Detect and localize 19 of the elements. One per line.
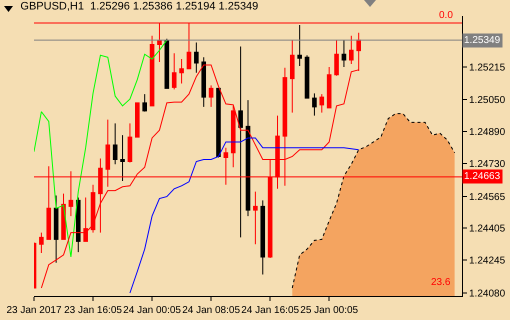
chart-title: GBPUSD,H1 1.25296 1.25386 1.25194 1.25349 xyxy=(20,0,258,12)
x-tick-label: 25 Jan 00:05 xyxy=(300,305,359,316)
x-tick-label: 24 Jan 08:05 xyxy=(182,305,240,316)
x-tick-label: 24 Jan 00:05 xyxy=(123,305,182,316)
y-tick-label: 1.25215 xyxy=(469,62,506,74)
y-tick-label: 1.24080 xyxy=(469,288,506,300)
annotation: 0.0 xyxy=(439,10,454,21)
y-tick-label: 1.25050 xyxy=(469,95,506,106)
x-tick-label: 23 Jan 16:05 xyxy=(64,305,122,316)
y-tick-label: 1.24890 xyxy=(469,127,506,138)
y-tick-label: 1.24565 xyxy=(469,192,506,203)
annotation: 23.6 xyxy=(431,277,451,288)
y-tick-label: 1.24245 xyxy=(469,256,506,267)
x-tick-label: 23 Jan 2017 xyxy=(6,305,62,316)
x-tick-label: 24 Jan 16:05 xyxy=(241,305,300,316)
ref-line-label: 1.25349 xyxy=(464,35,501,46)
y-tick-label: 1.24405 xyxy=(469,224,506,235)
ref-line-label: 1.24663 xyxy=(464,171,501,182)
y-tick-label: 1.24730 xyxy=(469,158,506,170)
